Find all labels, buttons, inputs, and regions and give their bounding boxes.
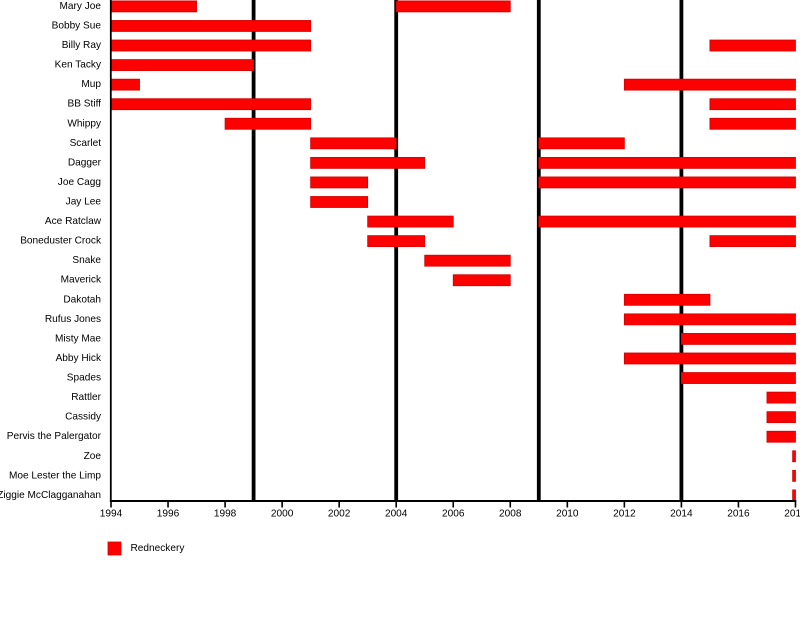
- gantt-bar: [110, 0, 197, 13]
- major-gridline-2014: [679, 0, 684, 500]
- row-label: Jay Lee: [66, 197, 102, 208]
- gantt-bar: [792, 489, 796, 502]
- gantt-bar: [792, 469, 796, 482]
- row-label: Joe Cagg: [58, 177, 101, 188]
- x-tick-2014: [680, 502, 683, 508]
- x-tick-label-2008: 2008: [499, 509, 522, 520]
- x-tick-label-1994: 1994: [100, 509, 123, 520]
- x-tick-label-2004: 2004: [385, 509, 408, 520]
- y-axis-line: [109, 0, 112, 502]
- gantt-bar: [110, 39, 312, 52]
- x-tick-1996: [167, 502, 169, 508]
- x-tick-label-2012: 2012: [613, 509, 636, 520]
- x-tick-2002: [338, 502, 340, 508]
- row-label: Billy Ray: [62, 40, 102, 51]
- x-tick-2018: [794, 502, 797, 508]
- row-label: Whippy: [67, 118, 102, 129]
- row-label: Mary Joe: [59, 1, 101, 12]
- gantt-bar: [395, 0, 511, 13]
- gantt-bar: [310, 196, 369, 208]
- x-tick-2012: [623, 502, 626, 508]
- gantt-bar: [424, 254, 511, 267]
- gantt-bar: [110, 59, 255, 71]
- gantt-bar: [538, 215, 796, 228]
- x-tick-label-2000: 2000: [271, 509, 294, 520]
- row-label: Bobby Sue: [52, 20, 102, 31]
- x-tick-2000: [281, 502, 283, 508]
- gantt-bar: [709, 235, 796, 248]
- gantt-bar: [766, 391, 796, 404]
- gantt-bar: [452, 274, 511, 287]
- gantt-bar: [538, 176, 796, 189]
- major-gridline-1999: [251, 0, 256, 500]
- gantt-bar: [110, 78, 140, 91]
- legend-label: Redneckery: [131, 543, 186, 554]
- gantt-bar: [224, 117, 312, 130]
- x-tick-label-2006: 2006: [442, 509, 465, 520]
- gantt-bar: [367, 215, 454, 228]
- row-label: Dakotah: [63, 294, 101, 305]
- x-tick-label-2002: 2002: [328, 509, 351, 520]
- x-tick-label-2016: 2016: [727, 509, 750, 520]
- row-label: Zoe: [84, 451, 102, 462]
- x-tick-1998: [224, 502, 226, 508]
- gantt-bar: [310, 156, 426, 169]
- row-label: Pervis the Palergator: [7, 431, 102, 442]
- x-tick-label-2014: 2014: [670, 509, 693, 520]
- row-label: Moe Lester the Limp: [9, 470, 101, 481]
- row-label: Cassidy: [65, 412, 102, 423]
- row-label: BB Stiff: [68, 99, 102, 110]
- row-label: Abby Hick: [56, 353, 102, 364]
- gantt-bar: [538, 156, 796, 169]
- gantt-bar: [310, 137, 397, 150]
- gantt-bar: [110, 20, 312, 32]
- major-gridline-2009: [536, 0, 541, 500]
- gantt-bar: [709, 98, 796, 111]
- major-gridline-2004: [394, 0, 399, 500]
- row-label: Ace Ratclaw: [45, 216, 102, 227]
- gantt-bar: [310, 176, 369, 189]
- gantt-bar: [623, 352, 796, 365]
- row-label: Spades: [67, 373, 101, 384]
- row-label: Rattler: [71, 392, 101, 403]
- gantt-bar: [766, 411, 796, 424]
- gantt-bar: [709, 117, 796, 130]
- legend-swatch: [107, 541, 122, 556]
- gantt-bar: [367, 235, 426, 248]
- row-label: Ziggie McClagganahan: [0, 490, 101, 501]
- x-tick-2010: [566, 502, 569, 508]
- row-label: Snake: [72, 255, 101, 266]
- x-tick-label-2010: 2010: [556, 509, 579, 520]
- gantt-bar: [623, 78, 796, 91]
- x-tick-label-2018: 2018: [784, 509, 800, 520]
- row-label: Ken Tacky: [55, 60, 102, 71]
- gantt-bar: [792, 450, 796, 463]
- gantt-bar: [623, 293, 711, 306]
- gantt-bar: [110, 98, 312, 111]
- x-tick-2016: [737, 502, 740, 508]
- row-label: Dagger: [68, 157, 102, 168]
- x-tick-label-1996: 1996: [157, 509, 180, 520]
- x-tick-2008: [509, 502, 512, 508]
- x-tick-1994: [110, 502, 112, 508]
- gantt-bar: [681, 372, 796, 384]
- gantt-bar: [623, 313, 796, 326]
- x-axis-line: [109, 500, 797, 502]
- gantt-bar: [681, 333, 796, 345]
- gantt-bar: [709, 39, 796, 52]
- row-label: Scarlet: [70, 138, 102, 149]
- x-tick-2004: [395, 502, 397, 508]
- row-label: Boneduster Crock: [20, 236, 102, 247]
- x-tick-2006: [452, 502, 455, 508]
- row-label: Rufus Jones: [45, 314, 101, 325]
- row-label: Maverick: [61, 275, 102, 286]
- gantt-bar: [538, 137, 625, 150]
- gantt-bar: [766, 430, 796, 443]
- row-label: Mup: [81, 79, 101, 90]
- row-label: Misty Mae: [55, 333, 101, 344]
- x-tick-label-1998: 1998: [214, 509, 237, 520]
